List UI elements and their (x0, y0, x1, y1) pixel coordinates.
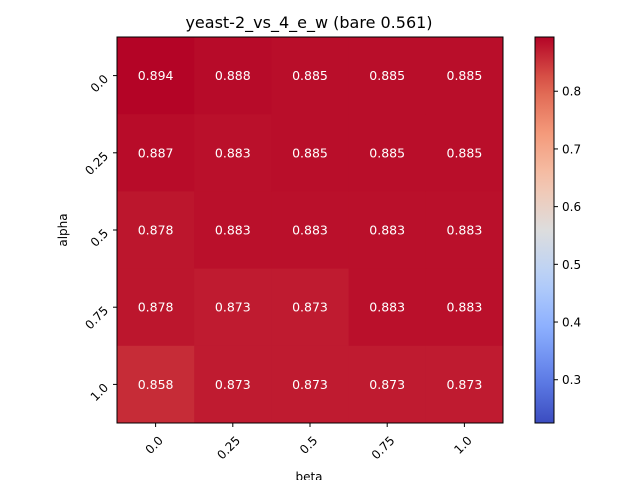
plot-frame (116, 36, 504, 424)
heatmap-cell-label: 0.885 (292, 145, 328, 160)
heatmap-cell-label: 0.873 (292, 377, 328, 392)
heatmap-cell-labels: 0.894 0.888 0.885 0.885 0.885 0.887 0.883 0.885… (138, 68, 483, 392)
x-tick-label: 0.5 (297, 433, 320, 456)
heatmap-cell-label: 0.878 (138, 223, 174, 238)
heatmap-cell-label: 0.883 (447, 300, 483, 315)
heatmap-cell-label: 0.885 (369, 145, 405, 160)
heatmap-cell (425, 114, 504, 192)
heatmap-cell (194, 37, 272, 115)
x-tick-label: 1.0 (451, 433, 474, 456)
heatmap-cell (117, 37, 195, 115)
heatmap-cell (117, 191, 195, 270)
y-tick-label: 0.5 (88, 226, 111, 249)
heatmap-cell-label: 0.873 (292, 300, 328, 315)
heatmap-cell-label: 0.894 (138, 68, 174, 83)
heatmap-cell (348, 191, 427, 270)
x-tick-label: 0.25 (214, 433, 243, 462)
y-tick-label: 0.25 (82, 149, 111, 178)
heatmap-cell-label: 0.883 (292, 223, 328, 238)
colorbar-tick-label: 0.4 (562, 316, 581, 330)
colorbar-tick-label: 0.8 (562, 85, 581, 99)
heatmap-cell-label: 0.873 (215, 377, 251, 392)
heatmap-cell-label: 0.885 (447, 145, 483, 160)
heatmap-cells (117, 37, 504, 424)
heatmap-cell (194, 191, 272, 270)
heatmap-cell (194, 114, 272, 192)
heatmap-cell-label: 0.883 (369, 300, 405, 315)
heatmap-cell (271, 345, 350, 424)
x-axis-label: beta (295, 470, 322, 480)
heatmap-cell (271, 114, 350, 192)
y-axis-ticks: 0.0 0.25 0.5 0.75 1.0 (82, 72, 117, 404)
heatmap-cell (271, 191, 350, 270)
heatmap-cell-label: 0.873 (369, 377, 405, 392)
heatmap-cell-label: 0.873 (447, 377, 483, 392)
y-axis-label: alpha (56, 213, 70, 246)
colorbar-tick-label: 0.6 (562, 200, 581, 214)
y-tick-label: 1.0 (88, 381, 111, 404)
heatmap-cell-label: 0.878 (138, 300, 174, 315)
heatmap-cell (271, 37, 350, 115)
heatmap-cell-label: 0.888 (215, 68, 251, 83)
heatmap-cell-label: 0.873 (215, 300, 251, 315)
heatmap-cell-label: 0.887 (138, 145, 174, 160)
x-tick-label: 0.75 (369, 433, 398, 462)
heatmap-cell (425, 37, 504, 115)
colorbar-gradient (534, 36, 555, 424)
y-tick-label: 0.0 (88, 72, 111, 95)
heatmap-cell (271, 268, 350, 347)
heatmap-cell (348, 37, 427, 115)
heatmap-cell (348, 114, 427, 192)
heatmap-cell-label: 0.883 (215, 145, 251, 160)
heatmap-cell-label: 0.883 (369, 223, 405, 238)
heatmap-cell (348, 345, 427, 424)
heatmap-cell (425, 345, 504, 424)
heatmap-cell (194, 345, 272, 424)
colorbar-tick-label: 0.3 (562, 373, 581, 387)
colorbar-tick-label: 0.5 (562, 258, 581, 272)
colorbar: 0.3 0.4 0.5 0.6 0.7 0.8 (534, 36, 581, 424)
x-axis-ticks: 0.0 0.25 0.5 0.75 1.0 (143, 423, 475, 462)
heatmap-cell (117, 345, 195, 424)
heatmap-cell-label: 0.885 (369, 68, 405, 83)
x-tick-label: 0.0 (143, 433, 166, 456)
colorbar-tick-label: 0.7 (562, 142, 581, 156)
heatmap-cell (117, 114, 195, 192)
heatmap-cell (117, 268, 195, 347)
heatmap-cell (425, 191, 504, 270)
heatmap-cell (425, 268, 504, 347)
heatmap-cell-label: 0.883 (447, 223, 483, 238)
heatmap-cell-label: 0.858 (138, 377, 174, 392)
heatmap-cell-label: 0.883 (215, 223, 251, 238)
y-tick-label: 0.75 (82, 303, 111, 332)
heatmap-cell (348, 268, 427, 347)
heatmap-cell (194, 268, 272, 347)
heatmap-cell-label: 0.885 (292, 68, 328, 83)
heatmap-cell-label: 0.885 (447, 68, 483, 83)
chart-title: yeast-2_vs_4_e_w (bare 0.561) (185, 13, 432, 33)
